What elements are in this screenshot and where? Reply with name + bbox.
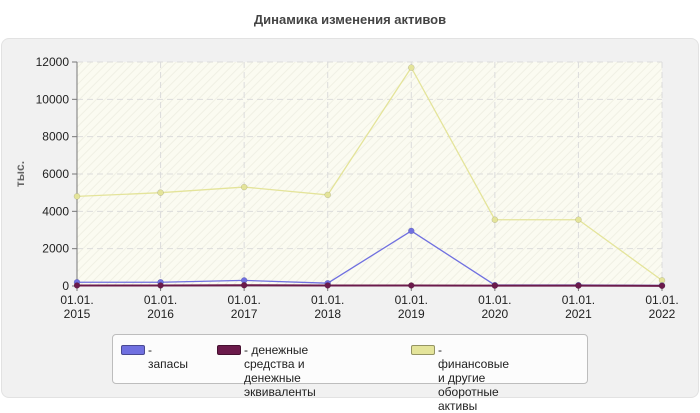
y-tick-label: 0 [62,279,69,293]
data-point [324,282,331,289]
y-tick-label: 2000 [42,242,69,256]
data-point [408,64,415,71]
legend-label: - запасы [148,343,188,371]
legend-swatch [411,345,435,355]
x-tick-label: 01.01. 2020 [478,293,511,321]
x-tick-label: 01.01. 2022 [645,293,678,321]
data-point [240,282,248,289]
data-point [240,183,248,191]
legend-swatch [217,345,241,355]
series-layer [73,64,666,290]
grid-lines [77,61,663,286]
x-tick-label: 01.01. 2017 [227,293,260,321]
data-point [73,193,81,200]
series-line-2 [77,284,663,287]
legend-swatch [121,345,145,355]
y-tick-label: 6000 [42,167,69,181]
x-axis-ticks: 01.01. 2015 01.01. 2016 01.01. 2017 01.01. 2018… [60,286,679,321]
data-point [575,282,582,289]
x-tick-label: 01.01. 2021 [562,293,595,321]
chart-frame: Динамика изменения активов 0 2000 4000 6000… [1,12,699,413]
data-point [491,216,499,223]
y-tick-label: 8000 [42,130,69,144]
x-tick-label: 01.01. 2016 [144,293,177,321]
data-point [408,282,415,289]
x-tick-label: 01.01. 2015 [60,293,93,321]
data-point [73,282,81,289]
x-tick-label: 01.01. 2018 [311,293,344,321]
y-tick-label: 12000 [36,55,70,69]
data-point [575,216,582,223]
legend-label: - финансовые и другие оборотные активы [438,343,509,413]
series-line-3 [76,66,663,281]
data-point [408,227,415,235]
data-point [324,191,331,199]
data-point [658,282,666,290]
y-tick-label: 4000 [42,204,69,218]
y-axis-label: тыс. [13,161,27,187]
data-point [157,189,164,196]
chart-title: Динамика изменения активов [253,12,447,27]
data-point [157,282,164,289]
y-tick-label: 10000 [36,92,70,106]
chart-legend: - запасы - денежные средства и денежные э… [112,334,588,413]
data-point [491,282,499,289]
legend-label: - денежные средства и денежные эквивален… [244,343,316,399]
y-axis-ticks: 0 2000 4000 6000 8000 10000 12000 [36,55,77,293]
x-tick-label: 01.01. 2019 [395,293,428,321]
